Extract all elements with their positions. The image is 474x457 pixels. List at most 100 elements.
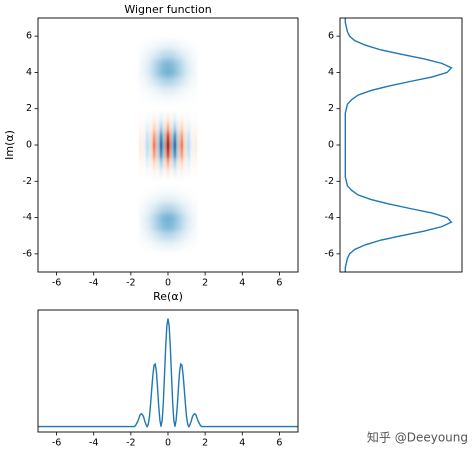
heatmap-cell: [190, 58, 193, 69]
heatmap-cell: [171, 95, 175, 105]
heatmap-cell: [141, 222, 144, 232]
y-tick-label: 4: [328, 67, 334, 78]
heatmap-cell: [159, 176, 163, 187]
heatmap-cell: [155, 240, 158, 250]
heatmap-cell: [150, 149, 154, 159]
heatmap-cell: [183, 222, 186, 232]
heatmap-cell: [143, 149, 147, 159]
x-axis-label: Re(α): [153, 290, 183, 303]
heatmap-cell: [178, 222, 182, 232]
heatmap-cell: [180, 167, 184, 178]
x-tick-label: 4: [239, 438, 245, 449]
heatmap-cell: [145, 167, 149, 178]
heatmap-cell: [162, 76, 165, 87]
heatmap-cell: [152, 231, 156, 241]
heatmap-cell: [190, 86, 193, 96]
heatmap-cell: [162, 194, 165, 205]
heatmap-cell: [143, 49, 147, 60]
heatmap-cell: [192, 222, 195, 232]
heatmap-cell: [173, 131, 177, 141]
heatmap-cell: [157, 167, 161, 178]
line: [38, 318, 298, 429]
heatmap-cell: [176, 95, 179, 105]
heatmap-cell: [190, 67, 193, 78]
heatmap-cell: [141, 76, 144, 87]
heatmap-cell: [185, 222, 189, 232]
y-tick-label: 6: [26, 31, 32, 42]
heatmap-cell: [187, 158, 191, 168]
heatmap-cell: [194, 203, 198, 214]
heatmap-cell: [143, 140, 147, 150]
heatmap-cell: [145, 113, 149, 123]
heatmap-cell: [162, 185, 165, 196]
heatmap-cell: [171, 231, 175, 241]
heatmap-cell: [150, 40, 154, 51]
heatmap-cell: [157, 67, 161, 78]
heatmap-cell: [166, 58, 170, 69]
heatmap-cell: [162, 95, 165, 105]
heatmap-cell: [190, 231, 193, 241]
heatmap-cell: [173, 149, 177, 159]
heatmap-cell: [143, 194, 147, 205]
heatmap-cell: [192, 194, 195, 205]
heatmap-cell: [164, 149, 168, 159]
heatmap-cell: [187, 58, 191, 69]
heatmap-cell: [162, 104, 165, 114]
heatmap-cell: [190, 176, 193, 187]
heatmap-cell: [152, 67, 156, 78]
heatmap-cell: [152, 222, 156, 232]
heatmap-cell: [169, 185, 172, 196]
heatmap-cell: [194, 86, 198, 96]
heatmap-cell: [162, 213, 165, 223]
heatmap-cell: [180, 231, 184, 241]
heatmap-cell: [178, 231, 182, 241]
x-tick-label: -4: [89, 438, 98, 449]
y-tick-label: 0: [26, 140, 32, 151]
heatmap-cell: [143, 167, 147, 178]
x-tick-label: 0: [165, 278, 171, 289]
heatmap-cell: [164, 67, 168, 78]
heatmap-cell: [192, 231, 195, 241]
heatmap-cell: [150, 231, 154, 241]
heatmap-cell: [185, 240, 189, 250]
heatmap-cell: [187, 194, 191, 205]
heatmap-cell: [141, 49, 144, 60]
y-axis-label: Im(α): [3, 130, 16, 160]
heatmap-cell: [194, 76, 198, 87]
heatmap-cell: [183, 40, 186, 51]
heatmap-cell: [159, 149, 163, 159]
heatmap-cell: [192, 122, 195, 132]
heatmap-cell: [176, 149, 179, 159]
heatmap-cell: [176, 122, 179, 132]
heatmap-cell: [157, 58, 161, 69]
heatmap-cell: [166, 203, 170, 214]
heatmap-cell: [155, 86, 158, 96]
heatmap-cell: [194, 58, 198, 69]
heatmap-cell: [145, 95, 149, 105]
heatmap-cell: [187, 122, 191, 132]
heatmap-cell: [187, 113, 191, 123]
heatmap-cell: [152, 131, 156, 141]
heatmap-cell: [169, 67, 172, 78]
heatmap-cell: [194, 158, 198, 168]
heatmap-cell: [143, 76, 147, 87]
heatmap-cell: [180, 140, 184, 150]
heatmap-cell: [192, 95, 195, 105]
heatmap-cell: [180, 122, 184, 132]
heatmap-cell: [180, 185, 184, 196]
heatmap-cell: [192, 203, 195, 214]
heatmap-cell: [192, 58, 195, 69]
heatmap-cell: [166, 222, 170, 232]
heatmap-cell: [155, 67, 158, 78]
heatmap-cell: [141, 176, 144, 187]
heatmap-cell: [145, 158, 149, 168]
heatmap-cell: [148, 113, 151, 123]
heatmap-cell: [169, 76, 172, 87]
heatmap-cell: [176, 203, 179, 214]
heatmap-cell: [192, 113, 195, 123]
heatmap-cell: [150, 240, 154, 250]
heatmap-cell: [192, 49, 195, 60]
heatmap-cell: [190, 104, 193, 114]
heatmap-cell: [138, 113, 142, 123]
heatmap-cell: [173, 122, 177, 132]
